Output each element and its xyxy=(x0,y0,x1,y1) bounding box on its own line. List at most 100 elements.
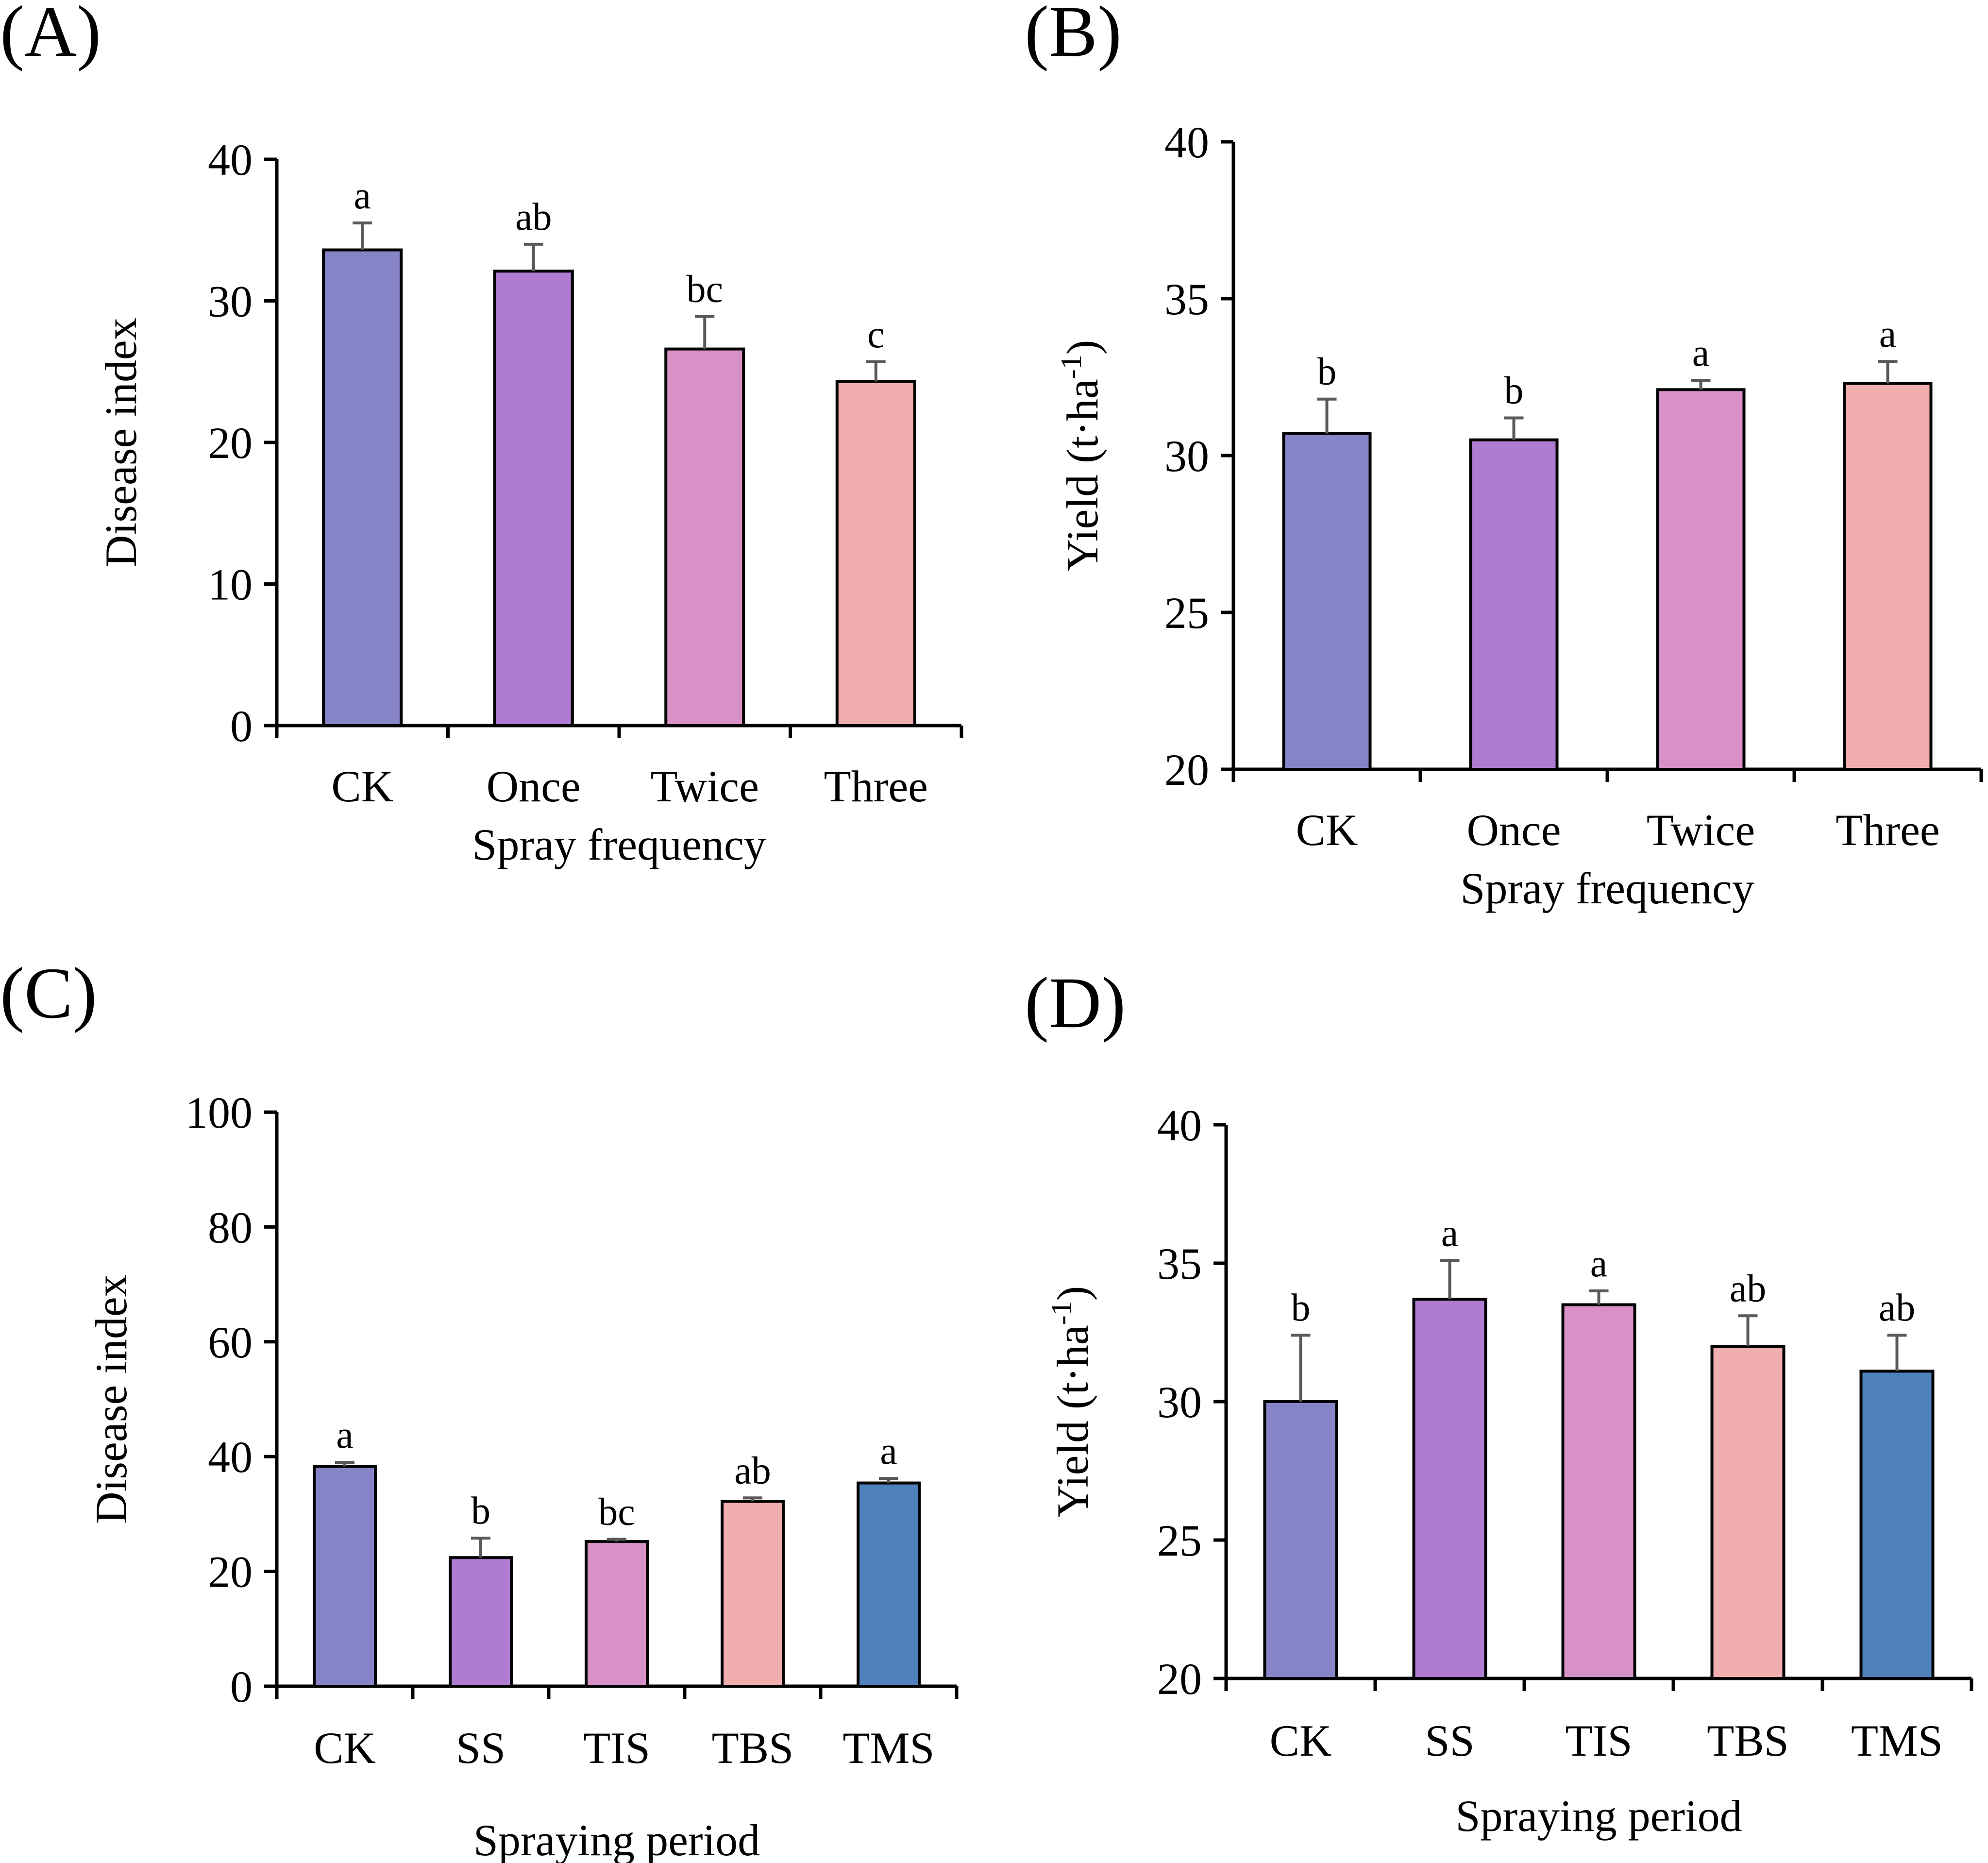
y-tick-label: 10 xyxy=(208,560,253,610)
bar-ss xyxy=(1412,1298,1487,1680)
y-axis-title: Disease index xyxy=(86,1274,136,1524)
bar-tms xyxy=(1859,1370,1935,1680)
panel-c: (C) 0 20 40 60 80 100 a CK b SS bc TIS ab TBS a TMS Spray… xyxy=(0,953,959,1863)
y-tick-label: 25 xyxy=(1164,588,1209,638)
category-label: Three xyxy=(1836,805,1940,855)
y-axis-title-text: Disease index xyxy=(96,318,146,567)
category-label: CK xyxy=(1296,805,1358,855)
y-tick-label: 30 xyxy=(208,277,253,326)
significance-label: ab xyxy=(1730,1267,1767,1310)
panel-b: (B) 20 25 30 35 40 b CK b Once a Twice a Three Spray f… xyxy=(1025,0,1983,913)
panel-label: (A) xyxy=(0,0,101,72)
y-axis-title-text: Yield (t·ha xyxy=(1058,379,1107,571)
category-label: SS xyxy=(1425,1716,1474,1765)
significance-label: a xyxy=(880,1430,897,1473)
y-tick-label: 35 xyxy=(1164,274,1209,324)
x-axis-title: Spraying period xyxy=(473,1815,760,1863)
category-label: TIS xyxy=(1566,1716,1633,1765)
category-label: Once xyxy=(487,762,581,811)
bar-once xyxy=(493,270,574,727)
significance-label: ab xyxy=(734,1449,771,1492)
y-axis-title-suffix: ) xyxy=(1058,340,1107,355)
significance-label: a xyxy=(1879,313,1897,356)
bar-tms xyxy=(857,1481,921,1688)
bar-ck xyxy=(313,1465,377,1688)
x-axis-title: Spraying period xyxy=(1455,1791,1742,1841)
bar-once xyxy=(1469,438,1559,771)
y-axis-title: Yield (t·ha-1) xyxy=(1055,340,1107,572)
y-axis-title-superscript: -1 xyxy=(1045,1301,1078,1325)
category-label: TMS xyxy=(842,1723,934,1773)
y-tick-label: 80 xyxy=(208,1202,253,1252)
panel-label: (B) xyxy=(1025,0,1122,72)
significance-label: b xyxy=(1504,369,1524,412)
y-axis-title-text: Yield (t·ha xyxy=(1048,1325,1097,1517)
bar-tbs xyxy=(1710,1345,1786,1680)
bar-ck xyxy=(1263,1400,1338,1680)
significance-label: a xyxy=(1441,1212,1459,1254)
category-label: Three xyxy=(824,762,928,811)
y-tick-label: 35 xyxy=(1157,1239,1202,1288)
category-label: TBS xyxy=(1707,1716,1789,1765)
y-tick-label: 25 xyxy=(1157,1516,1202,1565)
significance-label: a xyxy=(336,1414,354,1457)
bar-tis xyxy=(1561,1303,1636,1680)
y-axis-title: Disease index xyxy=(96,318,146,567)
significance-label: a xyxy=(354,174,371,217)
panel-a: (A) 0 10 20 30 40 a CK ab Once bc Twice c Three Spray … xyxy=(0,0,963,869)
y-tick-label: 30 xyxy=(1164,431,1209,481)
significance-label: b xyxy=(471,1490,490,1532)
bar-ck xyxy=(1282,432,1372,771)
category-label: TIS xyxy=(583,1723,650,1773)
bar-ss xyxy=(449,1556,513,1688)
category-label: Twice xyxy=(651,762,759,811)
y-tick-label: 0 xyxy=(230,1662,253,1711)
y-axis-title-superscript: -1 xyxy=(1055,355,1087,379)
significance-label: b xyxy=(1291,1287,1311,1329)
significance-label: c xyxy=(867,313,885,356)
panel-label: (C) xyxy=(0,953,97,1033)
x-axis-title: Spray frequency xyxy=(1460,864,1754,913)
bar-twice xyxy=(664,347,745,727)
y-tick-label: 0 xyxy=(230,701,253,751)
y-tick-label: 40 xyxy=(208,135,253,185)
y-axis-title-text: Disease index xyxy=(86,1274,136,1524)
y-tick-label: 20 xyxy=(1157,1654,1202,1704)
significance-label: b xyxy=(1317,351,1337,393)
category-label: CK xyxy=(314,1723,376,1773)
bar-three xyxy=(1843,382,1933,771)
y-tick-label: 40 xyxy=(208,1432,253,1482)
category-label: TMS xyxy=(1851,1716,1943,1765)
y-tick-label: 60 xyxy=(208,1318,253,1367)
bar-tbs xyxy=(721,1500,785,1688)
category-label: TBS xyxy=(712,1723,794,1773)
x-axis-title: Spray frequency xyxy=(472,820,766,869)
bar-twice xyxy=(1656,388,1746,771)
y-tick-label: 20 xyxy=(208,1547,253,1597)
significance-label: bc xyxy=(598,1490,635,1533)
y-axis-title-suffix: ) xyxy=(1048,1286,1097,1301)
significance-label: bc xyxy=(686,268,723,311)
y-tick-label: 40 xyxy=(1164,118,1209,167)
panel-label: (D) xyxy=(1025,963,1126,1043)
bar-three xyxy=(835,380,916,727)
significance-label: ab xyxy=(515,196,552,238)
category-label: SS xyxy=(456,1723,505,1773)
y-tick-label: 20 xyxy=(208,418,253,468)
category-label: Once xyxy=(1466,805,1561,855)
bar-tis xyxy=(585,1540,649,1688)
category-label: CK xyxy=(1270,1716,1332,1765)
bar-ck xyxy=(322,248,403,727)
y-tick-label: 40 xyxy=(1157,1101,1202,1150)
significance-label: ab xyxy=(1879,1287,1916,1329)
y-tick-label: 30 xyxy=(1157,1377,1202,1427)
significance-label: a xyxy=(1590,1242,1608,1285)
y-axis-title: Yield (t·ha-1) xyxy=(1045,1286,1097,1518)
y-tick-label: 20 xyxy=(1164,745,1209,795)
category-label: CK xyxy=(331,762,393,811)
significance-label: a xyxy=(1692,332,1710,374)
y-tick-label: 100 xyxy=(185,1088,253,1137)
panel-d: (D) 20 25 30 35 40 b CK a SS a TIS ab TBS ab TMS Sprayin… xyxy=(1025,963,1973,1841)
category-label: Twice xyxy=(1647,805,1755,855)
